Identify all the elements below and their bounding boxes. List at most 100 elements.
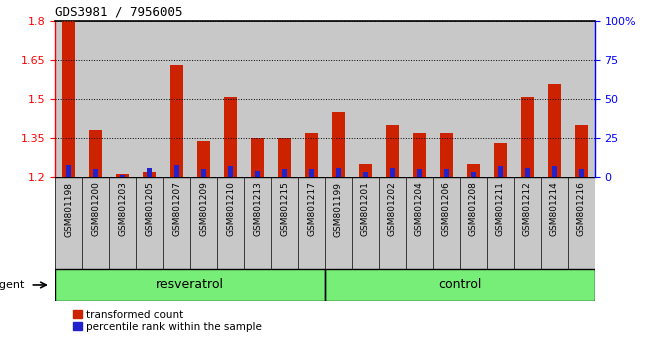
Bar [224, 97, 237, 177]
Bar [55, 177, 83, 269]
Text: GSM801202: GSM801202 [388, 182, 397, 236]
Bar [332, 112, 345, 177]
Bar [62, 21, 75, 177]
Bar [89, 130, 103, 177]
Bar [487, 177, 514, 269]
Text: GSM801211: GSM801211 [496, 182, 505, 236]
Bar [55, 269, 325, 301]
Text: GSM801204: GSM801204 [415, 182, 424, 236]
Bar [352, 21, 379, 177]
Bar [66, 165, 71, 177]
Bar [352, 177, 379, 269]
Bar [525, 168, 530, 177]
Text: GSM801199: GSM801199 [334, 182, 343, 236]
Text: GSM801205: GSM801205 [145, 182, 154, 236]
Bar [82, 177, 109, 269]
Bar [568, 21, 595, 177]
Legend: transformed count, percentile rank within the sample: transformed count, percentile rank withi… [73, 310, 262, 332]
Bar [325, 269, 595, 301]
Bar [379, 177, 406, 269]
Text: GSM801207: GSM801207 [172, 182, 181, 236]
Text: GSM801216: GSM801216 [577, 182, 586, 236]
Bar [255, 171, 260, 177]
Text: GSM801203: GSM801203 [118, 182, 127, 236]
Text: GSM801200: GSM801200 [91, 182, 100, 236]
Bar [325, 21, 352, 177]
Bar [406, 21, 433, 177]
Bar [251, 138, 265, 177]
Bar [94, 169, 98, 177]
Bar [521, 97, 534, 177]
Bar [471, 172, 476, 177]
Text: GSM801217: GSM801217 [307, 182, 316, 236]
Bar [217, 177, 244, 269]
Bar [271, 177, 298, 269]
Bar [385, 125, 399, 177]
Bar [460, 177, 487, 269]
Bar [406, 177, 433, 269]
Text: GSM801198: GSM801198 [64, 182, 73, 236]
Text: agent: agent [0, 280, 25, 290]
Text: GSM801215: GSM801215 [280, 182, 289, 236]
Bar [298, 177, 325, 269]
Bar [413, 133, 426, 177]
Text: GSM801209: GSM801209 [199, 182, 208, 236]
Bar [55, 21, 83, 177]
Text: GSM801201: GSM801201 [361, 182, 370, 236]
Bar [116, 175, 129, 177]
Text: GSM801213: GSM801213 [253, 182, 262, 236]
Bar [305, 133, 318, 177]
Bar [325, 269, 595, 301]
Bar [498, 166, 502, 177]
Bar [336, 168, 341, 177]
Bar [379, 21, 406, 177]
Bar [217, 21, 244, 177]
Text: control: control [438, 279, 482, 291]
Bar [514, 21, 541, 177]
Bar [244, 21, 271, 177]
Bar [136, 21, 163, 177]
Text: GSM801212: GSM801212 [523, 182, 532, 236]
Bar [514, 177, 541, 269]
Bar [163, 21, 190, 177]
Bar [359, 164, 372, 177]
Bar [433, 177, 460, 269]
Bar [298, 21, 325, 177]
Bar [202, 169, 206, 177]
Bar [541, 21, 568, 177]
Text: GSM801208: GSM801208 [469, 182, 478, 236]
Bar [493, 143, 507, 177]
Bar [278, 138, 291, 177]
Bar [309, 169, 314, 177]
Bar [363, 172, 368, 177]
Text: resveratrol: resveratrol [156, 279, 224, 291]
Bar [547, 84, 561, 177]
Bar [109, 21, 136, 177]
Bar [460, 21, 487, 177]
Bar [575, 125, 588, 177]
Bar [390, 168, 395, 177]
Bar [228, 166, 233, 177]
Bar [433, 21, 460, 177]
Bar [136, 177, 163, 269]
Bar [541, 177, 568, 269]
Bar [417, 169, 422, 177]
Bar [271, 21, 298, 177]
Bar [197, 141, 211, 177]
Bar [190, 21, 217, 177]
Bar [109, 177, 136, 269]
Bar [143, 172, 157, 177]
Bar [282, 169, 287, 177]
Text: GSM801210: GSM801210 [226, 182, 235, 236]
Bar [325, 177, 352, 269]
Bar [120, 176, 125, 177]
Bar [55, 269, 325, 301]
Bar [467, 164, 480, 177]
Text: GSM801206: GSM801206 [442, 182, 451, 236]
Bar [444, 169, 448, 177]
Bar [439, 133, 453, 177]
Bar [148, 168, 152, 177]
Bar [82, 21, 109, 177]
Bar [163, 177, 190, 269]
Bar [244, 177, 271, 269]
